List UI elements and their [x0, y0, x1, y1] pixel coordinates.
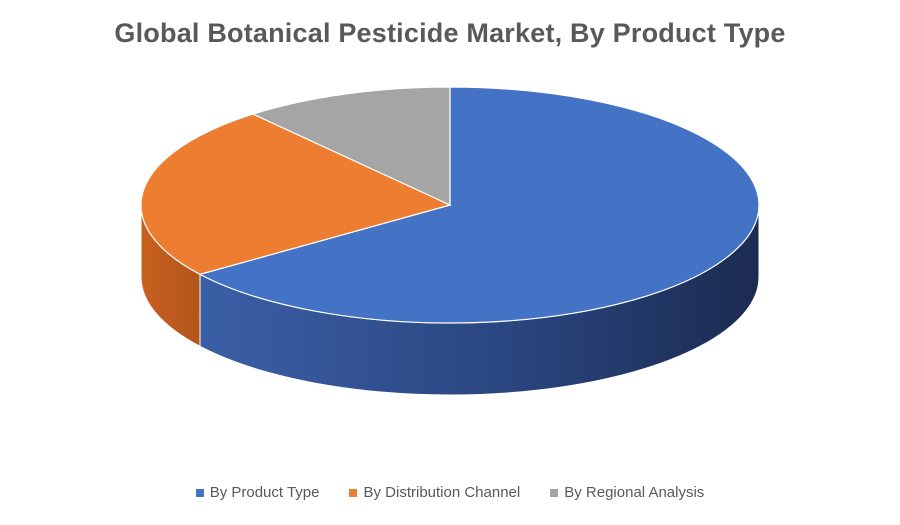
- legend-label: By Distribution Channel: [363, 484, 521, 501]
- chart-title: Global Botanical Pesticide Market, By Pr…: [114, 18, 786, 48]
- legend-item-by-regional-analysis: By Regional Analysis: [550, 484, 704, 501]
- slice-by-regional-analysis: [251, 86, 451, 206]
- legend-swatch: [550, 488, 559, 497]
- legend-swatch: [349, 488, 358, 497]
- slice-by-product-type: [198, 86, 760, 324]
- slice-by-distribution-channel: [140, 113, 452, 276]
- legend-swatch: [195, 488, 204, 497]
- legend-item-by-distribution-channel: By Distribution Channel: [349, 484, 520, 501]
- legend-label: By Regional Analysis: [564, 484, 705, 501]
- legend-item-by-product-type: By Product Type: [195, 484, 320, 501]
- legend-label: By Product Type: [209, 484, 320, 501]
- legend: By Product Type By Distribution Channel By…: [0, 484, 900, 501]
